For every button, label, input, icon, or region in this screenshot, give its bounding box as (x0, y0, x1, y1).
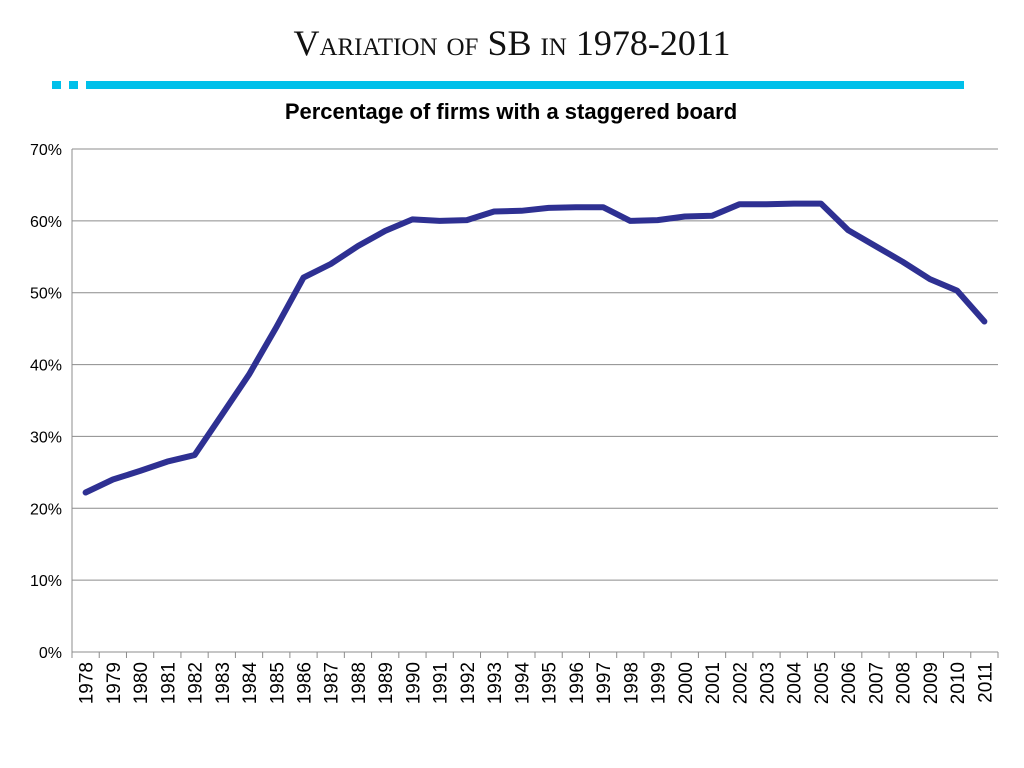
x-tick-label: 1987 (322, 662, 343, 704)
x-tick-label: 2008 (894, 662, 915, 704)
y-tick-label: 70% (30, 142, 62, 159)
data-point (303, 277, 304, 279)
data-point (166, 461, 168, 463)
data-point (738, 203, 740, 205)
x-tick-label: 2011 (975, 662, 996, 703)
x-tick-label: 2002 (730, 662, 751, 704)
x-tick-label: 2004 (785, 662, 806, 705)
x-tick-label: 2001 (703, 662, 724, 704)
data-point (194, 454, 196, 456)
x-tick-label: 2003 (758, 662, 779, 704)
data-point (874, 245, 876, 247)
x-tick-label: 1985 (267, 662, 288, 704)
y-tick-label: 30% (30, 429, 62, 446)
data-point (85, 491, 87, 493)
data-point (929, 278, 931, 280)
data-point (221, 414, 223, 416)
data-point (575, 206, 577, 208)
x-tick-label: 2007 (866, 662, 887, 704)
y-tick-label: 10% (30, 573, 62, 590)
y-tick-label: 50% (30, 286, 62, 303)
data-point (793, 203, 795, 205)
data-point (983, 320, 985, 322)
x-tick-label: 1988 (349, 662, 370, 704)
data-point (248, 374, 250, 376)
data-point (357, 245, 359, 247)
x-tick-label: 1992 (458, 662, 479, 704)
data-point (439, 220, 441, 222)
x-tick-label: 1978 (77, 662, 98, 704)
y-tick-label: 20% (30, 501, 62, 518)
data-point (466, 219, 468, 221)
x-tick-label: 1989 (376, 662, 397, 704)
chart-title: Percentage of firms with a staggered boa… (285, 99, 737, 124)
x-tick-label: 1995 (540, 662, 561, 704)
accent-bar-dot-2 (69, 81, 78, 89)
slide-title: Variation of SB in 1978-2011 (293, 23, 731, 63)
data-point (384, 230, 386, 232)
data-point (956, 290, 958, 292)
x-tick-label: 2010 (948, 662, 969, 704)
x-tick-label: 1996 (567, 662, 588, 704)
accent-bar-dot-1 (52, 81, 61, 89)
x-tick-label: 2005 (812, 662, 833, 704)
x-tick-label: 1998 (621, 662, 642, 704)
data-point (139, 470, 141, 472)
x-tick-label: 1979 (104, 662, 125, 704)
data-point (902, 261, 904, 263)
data-point (520, 210, 522, 212)
data-point (602, 206, 604, 208)
data-point (820, 203, 822, 205)
data-point (629, 220, 631, 222)
data-point (548, 207, 550, 209)
x-tick-label: 1982 (186, 662, 207, 704)
x-tick-label: 1983 (213, 662, 234, 704)
y-tick-label: 60% (30, 214, 62, 231)
x-tick-label: 2009 (921, 662, 942, 704)
x-tick-label: 1991 (431, 662, 452, 704)
data-point (684, 216, 686, 218)
x-tick-label: 1997 (594, 662, 615, 704)
data-point (330, 263, 332, 265)
x-tick-label: 1980 (131, 662, 152, 704)
x-tick-label: 2006 (839, 662, 860, 704)
accent-bar-line (86, 81, 964, 89)
x-tick-label: 1990 (403, 662, 424, 704)
data-point (847, 229, 849, 231)
x-tick-label: 1999 (649, 662, 670, 704)
x-tick-label: 2000 (676, 662, 697, 704)
x-tick-label: 1981 (158, 662, 179, 704)
data-point (657, 219, 659, 221)
data-point (493, 211, 495, 213)
x-tick-label: 1984 (240, 662, 261, 705)
data-point (411, 218, 413, 220)
series-line (82, 200, 988, 496)
y-tick-label: 0% (39, 645, 62, 662)
data-point (112, 479, 114, 481)
data-point (275, 326, 277, 328)
data-point (711, 215, 713, 217)
x-tick-label: 1994 (512, 662, 533, 705)
y-tick-label: 40% (30, 358, 62, 375)
x-tick-label: 1986 (295, 662, 316, 704)
data-point (766, 203, 767, 205)
x-tick-label: 1993 (485, 662, 506, 704)
